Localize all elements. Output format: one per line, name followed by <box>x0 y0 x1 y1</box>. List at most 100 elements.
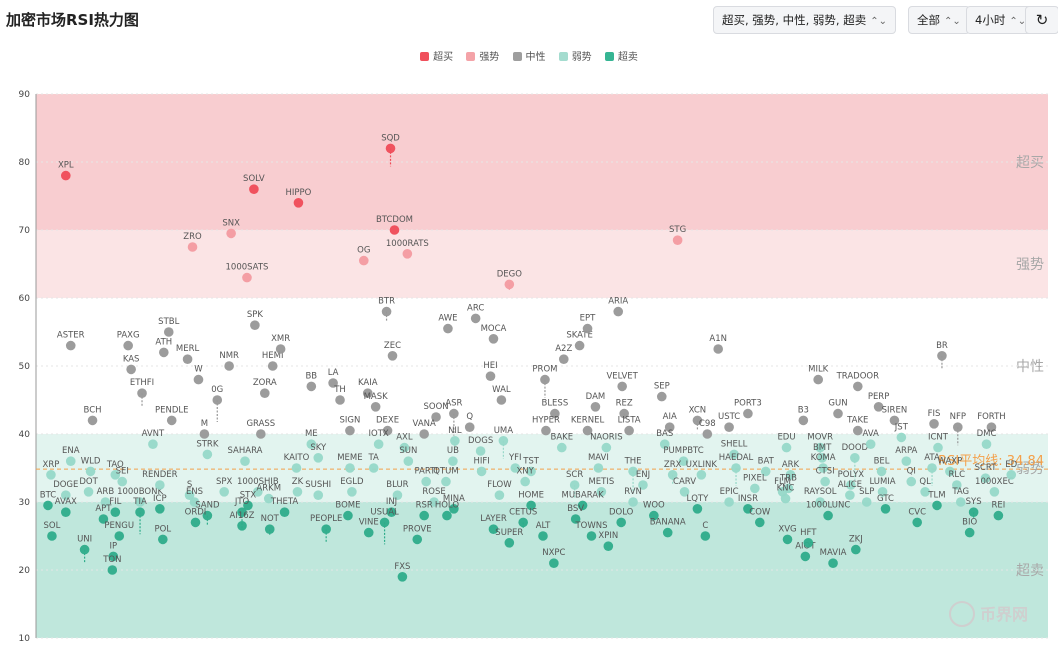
data-point-usual <box>379 517 390 528</box>
data-point-qi <box>906 476 917 487</box>
data-point-w <box>193 374 204 385</box>
point-label-bas: BAS <box>656 429 673 439</box>
data-point-grass <box>256 429 266 439</box>
point-label-og: OG <box>357 246 370 256</box>
data-point-render <box>155 480 165 490</box>
point-label-soon: SOON <box>423 402 448 412</box>
scope-select[interactable]: 全部 ⌃⌄ <box>908 6 970 34</box>
point-label-zrx: ZRX <box>664 460 682 470</box>
data-point-pixel <box>750 483 760 494</box>
point-label-doge: DOGE <box>53 480 78 490</box>
data-point-btc <box>43 500 53 511</box>
point-label-1000shib: 1000SHIB <box>237 477 279 487</box>
point-label-tradoor: TRADOOR <box>836 371 879 381</box>
data-point-tlm <box>932 500 942 511</box>
point-label-icnt: ICNT <box>928 433 949 443</box>
point-label-1000bonk: 1000BONK <box>117 487 163 497</box>
point-label-cow: COW <box>749 507 771 517</box>
data-point-sei <box>117 476 128 487</box>
data-point-carv <box>679 487 690 497</box>
point-label-c: C <box>702 521 708 531</box>
data-point-hei <box>485 371 496 382</box>
data-point-siren <box>889 415 900 426</box>
legend-label: 超买 <box>433 52 454 63</box>
data-point-wal <box>496 395 507 405</box>
point-label-1000sats: 1000SATS <box>226 263 269 273</box>
point-label-btc: BTC <box>40 490 57 500</box>
point-label-ql: QL <box>919 477 931 487</box>
y-tick-label: 30 <box>19 498 31 508</box>
data-point-bb <box>306 381 317 392</box>
refresh-button[interactable]: ↻ <box>1025 6 1058 34</box>
point-label-tlm: TLM <box>927 490 945 500</box>
data-point-rsr <box>419 510 429 521</box>
point-label-siren: SIREN <box>882 405 908 415</box>
point-label-spx: SPX <box>216 477 233 487</box>
data-point-qtum <box>441 476 451 487</box>
legend-item-weak[interactable]: 弱势 <box>558 48 592 63</box>
point-label-sand: SAND <box>195 501 220 511</box>
point-label-skate: SKATE <box>566 331 593 341</box>
point-label-ept: EPT <box>580 314 596 324</box>
data-point-ton <box>107 565 118 575</box>
legend-item-oversold[interactable]: 超卖 <box>604 48 638 63</box>
point-label-scrt: SCRT <box>975 463 998 473</box>
data-point-tia <box>135 507 145 517</box>
point-label-trb: TRB <box>779 473 797 483</box>
interval-select[interactable]: 4小时 ⌃⌄ <box>966 6 1036 34</box>
data-point-xny <box>520 476 530 487</box>
watermark-logo-icon <box>949 601 975 627</box>
point-label-hemi: HEMI <box>262 351 284 361</box>
rsi-zone-filter-value: 超买, 强势, 中性, 弱势, 超卖 <box>722 13 867 27</box>
data-point-tag <box>955 497 966 507</box>
data-point-og <box>358 255 369 266</box>
data-point-people <box>321 524 331 534</box>
point-label-vine: VINE <box>359 518 379 528</box>
point-label-ed: ED <box>1005 460 1017 470</box>
point-label-ip: IP <box>109 541 117 551</box>
point-label-arkm: ARKM <box>256 484 281 494</box>
legend-item-strong[interactable]: 强势 <box>466 48 499 63</box>
data-point-ark <box>785 470 796 480</box>
data-point-wld <box>85 466 96 477</box>
point-label-metis: METIS <box>588 477 614 487</box>
data-point-fis <box>929 419 939 429</box>
data-point-solv <box>249 184 259 194</box>
data-point-bat <box>760 466 771 477</box>
data-point-bome <box>343 510 353 521</box>
data-point-aia <box>664 422 675 433</box>
point-label-1000xec: 1000XEC <box>975 477 1014 487</box>
point-label-zora: ZORA <box>253 378 277 388</box>
data-point-super <box>504 538 515 548</box>
data-point-spk <box>250 320 260 331</box>
data-point-layer <box>488 524 499 534</box>
legend-swatch <box>466 52 476 61</box>
zone-band <box>36 230 1048 298</box>
rsi-zone-filter-select[interactable]: 超买, 强势, 中性, 弱势, 超卖 ⌃⌄ <box>713 6 897 34</box>
chevron-updown-icon: ⌃⌄ <box>1009 16 1027 27</box>
data-point-th <box>335 395 345 405</box>
point-label-btcdom: BTCDOM <box>376 215 413 225</box>
point-label-zro: ZRO <box>183 232 202 242</box>
data-point-banana <box>662 527 673 538</box>
point-label-sys: SYS <box>966 497 982 507</box>
point-label-hyper: HYPER <box>532 416 560 426</box>
data-point-perp <box>873 402 884 412</box>
y-tick-label: 40 <box>19 430 31 440</box>
point-label-ath: ATH <box>155 337 172 347</box>
data-point-rez <box>619 408 629 419</box>
point-label-stg: STG <box>669 225 686 235</box>
data-point-alt <box>538 531 548 541</box>
point-label-holo: HOLO <box>435 501 460 511</box>
legend-item-overbought[interactable]: 超买 <box>420 48 453 63</box>
data-point-parti <box>421 476 431 487</box>
data-point-rvn <box>628 497 638 507</box>
data-point-zk <box>292 487 303 497</box>
point-label-alt: ALT <box>536 521 551 531</box>
legend-item-neutral[interactable]: 中性 <box>512 48 546 63</box>
data-point-lumia <box>877 487 888 497</box>
point-label-stx: STX <box>240 490 257 500</box>
point-label-rose: ROSE <box>422 487 445 497</box>
data-point-hifi <box>476 466 487 477</box>
point-label-enj: ENJ <box>636 470 650 480</box>
